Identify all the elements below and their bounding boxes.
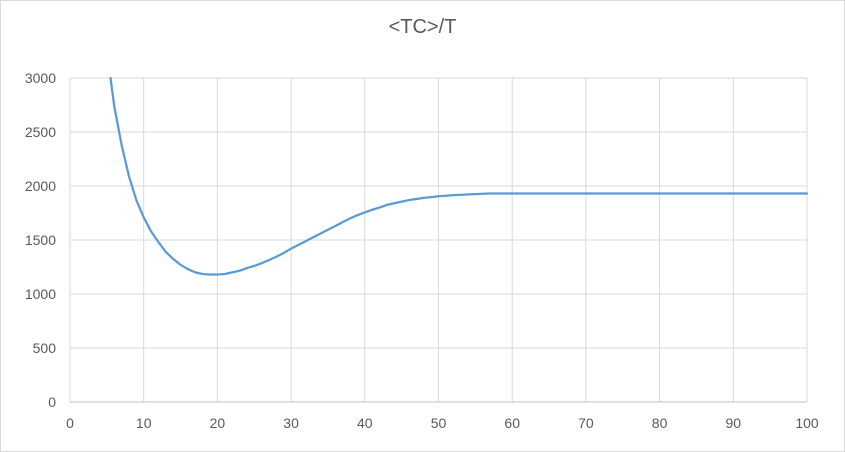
x-tick-label: 10: [136, 415, 152, 431]
gridlines: [69, 77, 808, 402]
y-tick-label: 2500: [25, 124, 56, 140]
series-group: [109, 76, 809, 276]
y-tick-label: 2000: [25, 178, 56, 194]
chart-title: <TC>/T: [388, 16, 457, 38]
x-tick-label: 50: [431, 415, 447, 431]
y-tick-label: 0: [48, 394, 56, 410]
x-tick-label: 60: [504, 415, 520, 431]
x-tick-label: 90: [726, 415, 742, 431]
x-tick-label: 20: [210, 415, 226, 431]
x-tick-label: 40: [357, 415, 373, 431]
y-tick-label: 1000: [25, 286, 56, 302]
series-line-1: [109, 76, 809, 276]
y-tick-label: 500: [33, 340, 57, 356]
y-axis-tick-labels: 0 500 1000 1500 2000 2500 3000: [25, 70, 56, 410]
x-axis-tick-labels: 0 10 20 30 40 50 60 70 80 90 100: [66, 415, 819, 431]
x-tick-label: 70: [578, 415, 594, 431]
x-tick-label: 0: [66, 415, 74, 431]
x-tick-label: 100: [795, 415, 819, 431]
y-tick-label: 1500: [25, 232, 56, 248]
x-tick-label: 80: [652, 415, 668, 431]
y-tick-label: 3000: [25, 70, 56, 86]
x-tick-label: 30: [283, 415, 299, 431]
